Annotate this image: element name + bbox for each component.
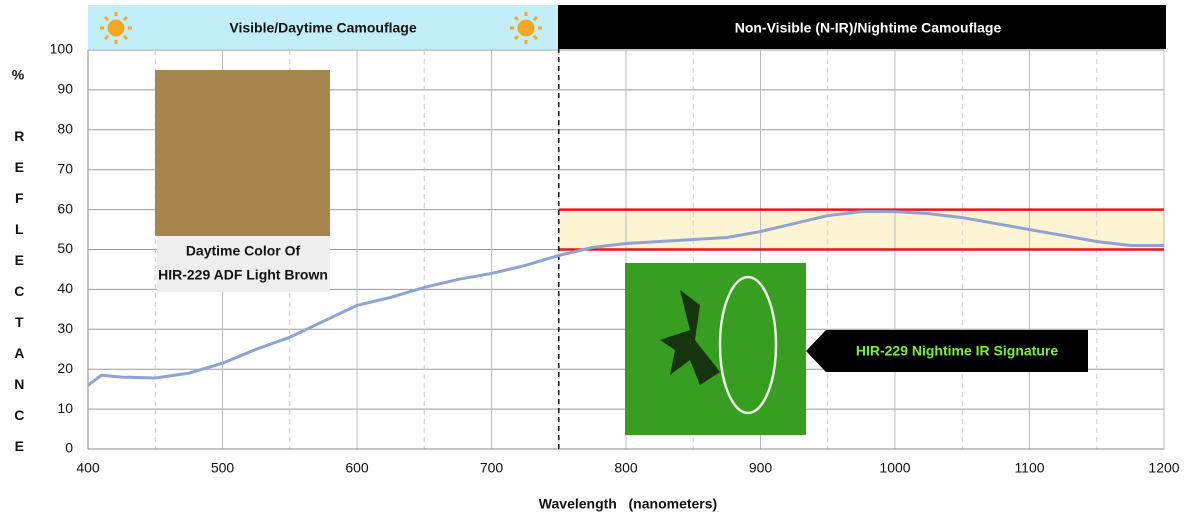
x-tick-label: 1200: [1148, 460, 1179, 476]
header-right: Non-Visible (N-IR)/Nightime Camouflage: [735, 20, 1002, 36]
y-tick-label: 80: [57, 121, 73, 137]
y-tick-label: 10: [57, 400, 73, 416]
ir-image: [625, 263, 806, 435]
x-tick-label: 400: [76, 460, 100, 476]
x-tick-label: 1100: [1014, 460, 1044, 476]
y-tick-label: 20: [57, 360, 73, 376]
callout-text: HIR-229 Nightime IR Signature: [856, 343, 1058, 359]
x-tick-label: 600: [345, 460, 369, 476]
y-tick-label: 90: [57, 81, 73, 97]
y-tick-label: 60: [57, 200, 73, 216]
y-tick-label: 30: [57, 320, 73, 336]
swatch-label: HIR-229 ADF Light Brown: [158, 267, 328, 283]
y-axis-unit: %: [12, 67, 25, 83]
color-swatch: [155, 70, 330, 236]
x-axis-label: Wavelength (nanometers): [539, 496, 717, 512]
y-tick-label: 70: [57, 160, 73, 176]
y-axis-label: REFLECTANCE: [11, 128, 27, 469]
x-tick-label: 700: [480, 460, 504, 476]
x-tick-label: 800: [614, 460, 638, 476]
header-left: Visible/Daytime Camouflage: [229, 20, 416, 36]
x-tick-label: 900: [749, 460, 773, 476]
y-tick-label: 0: [65, 440, 73, 456]
x-tick-label: 500: [211, 460, 235, 476]
x-tick-label: 1000: [879, 460, 910, 476]
y-tick-label: 50: [57, 240, 73, 256]
y-tick-label: 40: [57, 280, 73, 296]
y-tick-label: 100: [50, 41, 74, 57]
chart: Visible/Daytime Camouflage Non-Visible (…: [0, 0, 1192, 522]
swatch-label: Daytime Color Of: [186, 243, 301, 259]
